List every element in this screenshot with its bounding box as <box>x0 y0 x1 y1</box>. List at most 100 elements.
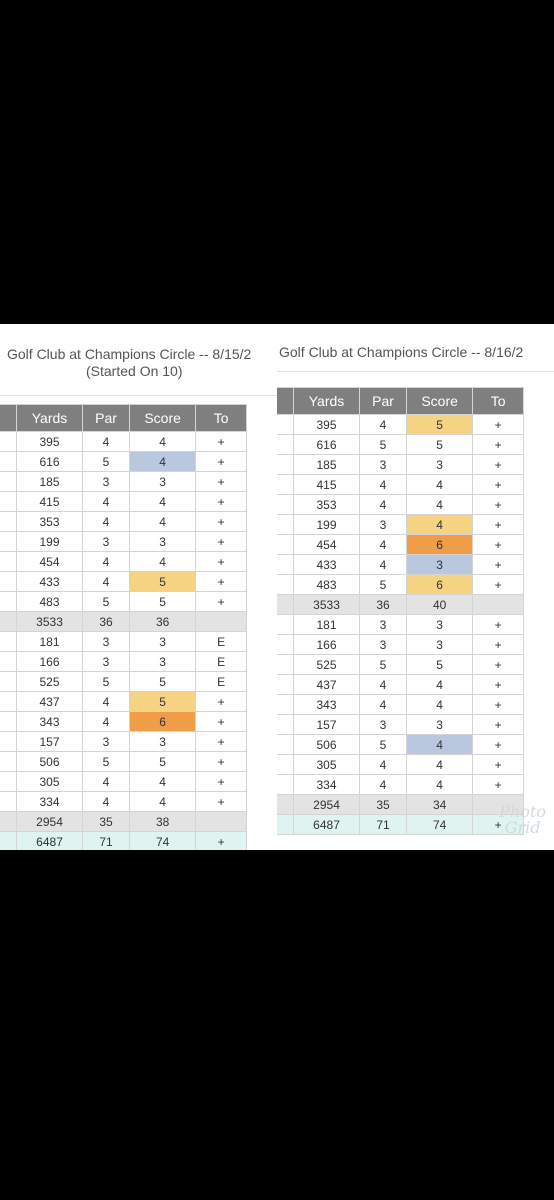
hole-cell <box>277 734 294 755</box>
score-cell: 3 <box>128 731 197 752</box>
hole-row: 343 4 6 + <box>0 711 247 732</box>
to-par-cell: + <box>195 431 247 452</box>
par-cell: 35 <box>82 811 130 832</box>
hole-cell <box>277 454 294 475</box>
score-cell: 36 <box>128 611 197 632</box>
score-cell: 3 <box>405 714 474 735</box>
subtotal-row: 2954 35 38 <box>0 811 247 832</box>
yards-cell: 3533 <box>292 594 361 615</box>
hole-row: 157 3 3 + <box>0 731 247 752</box>
hole-row: 157 3 3 + <box>277 714 524 735</box>
to-par-cell: + <box>195 711 247 732</box>
to-par-cell <box>195 611 247 632</box>
par-cell: 4 <box>82 491 130 512</box>
left-start-note: (Started On 10) <box>86 363 183 379</box>
yards-cell: 395 <box>292 414 361 435</box>
yards-cell: 415 <box>292 474 361 495</box>
hole-cell <box>0 671 17 692</box>
to-par-cell: + <box>195 511 247 532</box>
hole-row: 433 4 5 + <box>0 571 247 592</box>
score-cell: 6 <box>405 574 474 595</box>
par-cell: 4 <box>359 554 407 575</box>
par-cell: 4 <box>359 474 407 495</box>
yards-cell: 437 <box>15 691 84 712</box>
hole-cell <box>277 514 294 535</box>
par-cell: 4 <box>82 431 130 452</box>
right-course-title: Golf Club at Champions Circle -- 8/16/2 <box>279 344 524 360</box>
yards-cell: 6487 <box>15 831 84 850</box>
to-par-cell: + <box>195 691 247 712</box>
hole-cell <box>0 791 17 812</box>
par-cell: 3 <box>82 731 130 752</box>
score-cell: 4 <box>405 694 474 715</box>
par-cell: 35 <box>359 794 407 815</box>
to-par-cell: + <box>472 414 524 435</box>
hole-row: 343 4 4 + <box>277 694 524 715</box>
hole-cell <box>0 471 17 492</box>
score-cell: 4 <box>128 451 197 472</box>
yards-cell: 343 <box>15 711 84 732</box>
yards-cell: 185 <box>292 454 361 475</box>
hole-cell <box>0 711 17 732</box>
hole-header: e <box>0 404 17 432</box>
hole-row: 415 4 4 + <box>277 474 524 495</box>
hole-cell <box>277 694 294 715</box>
hole-row: 305 4 4 + <box>277 754 524 775</box>
score-cell: 4 <box>128 771 197 792</box>
score-cell: 5 <box>128 571 197 592</box>
yards-cell: 506 <box>15 751 84 772</box>
watermark-line1: Photo <box>499 802 546 821</box>
left-scorecard-panel: Golf Club at Champions Circle -- 8/15/2 … <box>0 324 277 850</box>
score-cell: 4 <box>405 754 474 775</box>
par-cell: 3 <box>359 634 407 655</box>
par-cell: 3 <box>359 614 407 635</box>
total-row: 6487 71 74 + <box>277 814 524 835</box>
hole-row: 483 5 6 + <box>277 574 524 595</box>
par-cell: 3 <box>82 631 130 652</box>
yards-cell: 305 <box>292 754 361 775</box>
score-cell: 74 <box>128 831 197 850</box>
hole-row: 483 5 5 + <box>0 591 247 612</box>
hole-row: 616 5 4 + <box>0 451 247 472</box>
subtotal-row: T35333636 <box>0 611 247 632</box>
hole-cell <box>277 674 294 695</box>
hole-cell <box>277 414 294 435</box>
yards-cell: 2954 <box>15 811 84 832</box>
score-cell: 4 <box>405 474 474 495</box>
to-par-cell: + <box>195 551 247 572</box>
to-par-cell: + <box>195 531 247 552</box>
yards-cell: 199 <box>15 531 84 552</box>
yards-cell: 616 <box>15 451 84 472</box>
hole-cell <box>0 531 17 552</box>
hole-row: 166 3 3 + <box>277 634 524 655</box>
hole-row: 199 3 3 + <box>0 531 247 552</box>
hole-row: 437 4 5 + <box>0 691 247 712</box>
to-par-cell: E <box>195 651 247 672</box>
to-par-cell: E <box>195 631 247 652</box>
hole-row: 395 4 5 + <box>277 414 524 435</box>
score-cell: 3 <box>128 531 197 552</box>
par-cell: 5 <box>359 734 407 755</box>
par-cell: 4 <box>359 534 407 555</box>
score-cell: 3 <box>405 454 474 475</box>
hole-cell <box>0 591 17 612</box>
yards-header: Yards <box>292 387 361 415</box>
par-cell: 5 <box>82 671 130 692</box>
yards-cell: 433 <box>292 554 361 575</box>
yards-cell: 181 <box>15 631 84 652</box>
yards-cell: 185 <box>15 471 84 492</box>
par-header: Par <box>359 387 407 415</box>
to-par-cell: + <box>195 571 247 592</box>
score-cell: 4 <box>405 514 474 535</box>
hole-row: 199 3 4 + <box>277 514 524 535</box>
hole-row: 185 3 3 + <box>0 471 247 492</box>
par-cell: 5 <box>82 451 130 472</box>
hole-cell <box>277 754 294 775</box>
hole-cell <box>277 814 294 835</box>
yards-cell: 395 <box>15 431 84 452</box>
hole-row: 353 4 4 + <box>277 494 524 515</box>
yards-cell: 433 <box>15 571 84 592</box>
yards-cell: 506 <box>292 734 361 755</box>
score-cell: 5 <box>405 654 474 675</box>
to-par-cell: + <box>472 614 524 635</box>
